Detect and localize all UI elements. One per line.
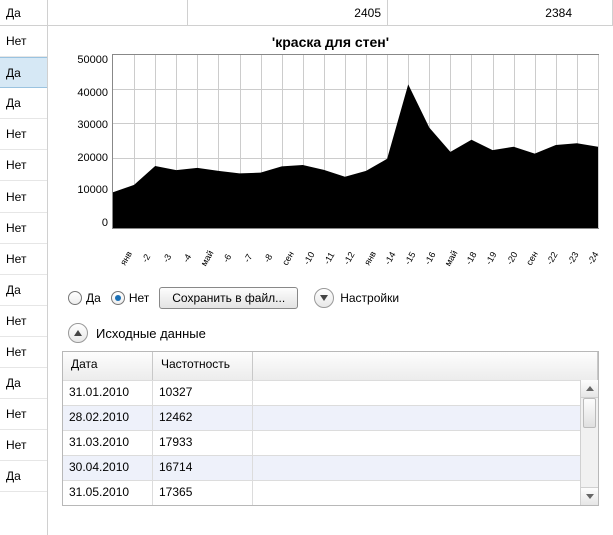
cell-frequency: 10327 xyxy=(153,381,253,405)
table-row[interactable]: 30.04.201016714 xyxy=(63,455,598,480)
cell-frequency: 12462 xyxy=(153,406,253,430)
cell-date: 28.02.2010 xyxy=(63,406,153,430)
cell-empty xyxy=(253,406,598,430)
y-tick: 30000 xyxy=(77,119,108,131)
sidebar-item[interactable]: Нет xyxy=(0,213,47,244)
y-tick: 10000 xyxy=(77,184,108,196)
sidebar-item[interactable]: Нет xyxy=(0,150,47,181)
sidebar-item[interactable]: Нет xyxy=(0,119,47,150)
sidebar-item[interactable]: Да xyxy=(0,57,47,88)
col-empty xyxy=(253,352,598,380)
sidebar: НетДаДаНетНетНетНетНетДаНетНетДаНетНетДа xyxy=(0,26,48,535)
sidebar-item[interactable]: Нет xyxy=(0,181,47,212)
radio-yes[interactable]: Да xyxy=(68,291,101,305)
sidebar-item[interactable]: Да xyxy=(0,275,47,306)
cell-empty xyxy=(253,381,598,405)
table-row[interactable]: 31.03.201017933 xyxy=(63,430,598,455)
chart-x-axis: янв-2-3-4май-6-7-8сен-10-11-12янв-14-15-… xyxy=(112,249,599,269)
col-date[interactable]: Дата xyxy=(63,352,153,380)
y-tick: 50000 xyxy=(77,54,108,66)
sidebar-item[interactable]: Да xyxy=(0,88,47,119)
y-tick: 20000 xyxy=(77,152,108,164)
save-button[interactable]: Сохранить в файл... xyxy=(159,287,298,309)
cell-empty xyxy=(253,431,598,455)
source-data-label: Исходные данные xyxy=(96,326,206,341)
y-tick: 40000 xyxy=(77,87,108,99)
cell-empty xyxy=(253,481,598,505)
sidebar-item[interactable]: Нет xyxy=(0,399,47,430)
table-row[interactable]: 31.01.201010327 xyxy=(63,380,598,405)
table-row[interactable]: 31.05.201017365 xyxy=(63,480,598,505)
settings-label: Настройки xyxy=(340,291,399,305)
cell-date: 31.03.2010 xyxy=(63,431,153,455)
x-tick: -24 xyxy=(584,247,611,275)
header-cell-4: 2384 xyxy=(388,0,613,25)
chevron-up-icon xyxy=(74,330,82,336)
chart-title: 'краска для стен' xyxy=(62,34,599,50)
collapse-toggle[interactable] xyxy=(68,323,88,343)
scroll-down[interactable] xyxy=(581,487,598,505)
header-cell-3: 2405 xyxy=(188,0,388,25)
radio-yes-label: Да xyxy=(86,291,101,305)
table-body: 31.01.20101032728.02.20101246231.03.2010… xyxy=(63,380,598,505)
sidebar-item[interactable]: Да xyxy=(0,368,47,399)
header-cell-1: Да xyxy=(0,0,48,25)
table-header: Дата Частотность xyxy=(63,352,598,380)
radio-icon xyxy=(68,291,82,305)
scroll-up[interactable] xyxy=(581,380,598,398)
cell-date: 30.04.2010 xyxy=(63,456,153,480)
sidebar-item[interactable]: Нет xyxy=(0,430,47,461)
header-row: Да 2405 2384 xyxy=(0,0,613,26)
sidebar-item[interactable]: Нет xyxy=(0,26,47,57)
radio-no[interactable]: Нет xyxy=(111,291,149,305)
triangle-down-icon xyxy=(586,494,594,499)
chart-y-axis: 50000 40000 30000 20000 10000 0 xyxy=(62,54,112,229)
controls-bar: Да Нет Сохранить в файл... Настройки xyxy=(68,287,599,309)
header-cell-2 xyxy=(48,0,188,25)
chart: 50000 40000 30000 20000 10000 0 xyxy=(62,54,599,249)
radio-icon xyxy=(111,291,125,305)
sidebar-item[interactable]: Нет xyxy=(0,306,47,337)
source-data-header[interactable]: Исходные данные xyxy=(68,323,599,343)
cell-frequency: 17933 xyxy=(153,431,253,455)
triangle-up-icon xyxy=(586,386,594,391)
cell-frequency: 16714 xyxy=(153,456,253,480)
cell-date: 31.05.2010 xyxy=(63,481,153,505)
sidebar-item[interactable]: Да xyxy=(0,461,47,492)
col-frequency[interactable]: Частотность xyxy=(153,352,253,380)
settings-toggle[interactable] xyxy=(314,288,334,308)
table-row[interactable]: 28.02.201012462 xyxy=(63,405,598,430)
y-tick: 0 xyxy=(102,217,108,229)
chart-plot xyxy=(112,54,599,229)
cell-frequency: 17365 xyxy=(153,481,253,505)
chevron-down-icon xyxy=(320,295,328,301)
data-table: Дата Частотность 31.01.20101032728.02.20… xyxy=(62,351,599,506)
sidebar-item[interactable]: Нет xyxy=(0,337,47,368)
scroll-thumb[interactable] xyxy=(583,398,596,428)
main-panel: 'краска для стен' 50000 40000 30000 20000 10… xyxy=(48,26,613,535)
radio-no-label: Нет xyxy=(129,291,149,305)
sidebar-item[interactable]: Нет xyxy=(0,244,47,275)
cell-date: 31.01.2010 xyxy=(63,381,153,405)
cell-empty xyxy=(253,456,598,480)
scrollbar[interactable] xyxy=(580,380,598,505)
